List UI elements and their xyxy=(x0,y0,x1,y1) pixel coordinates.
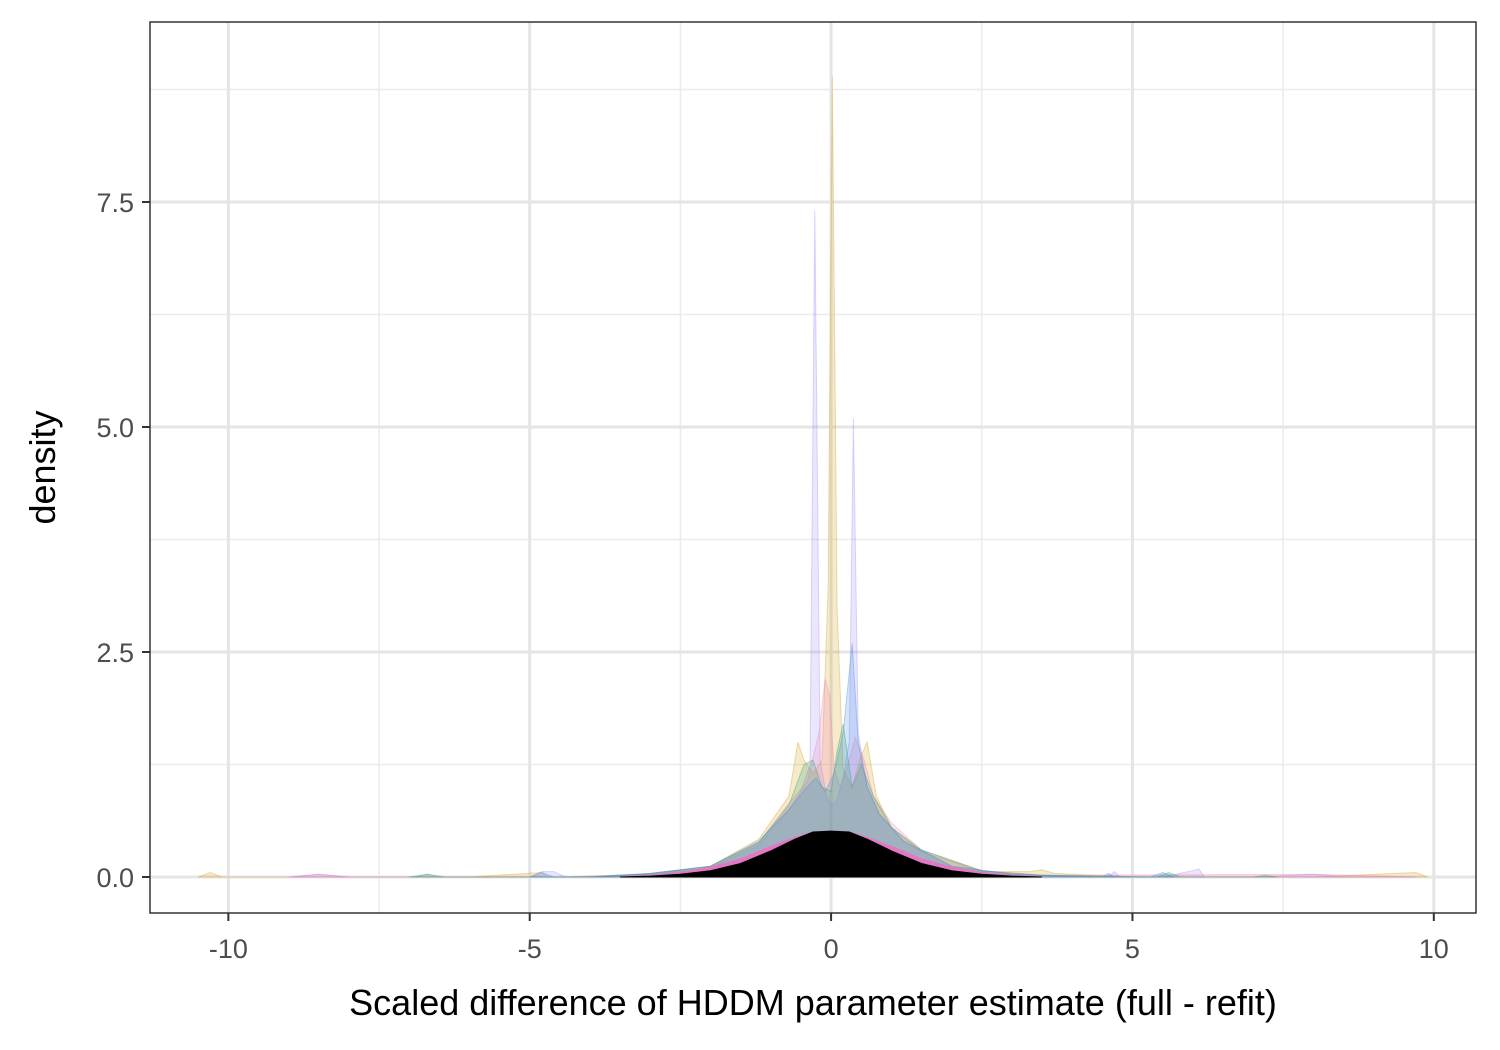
density-series-5 xyxy=(529,642,1175,878)
panel-border xyxy=(149,21,1477,914)
x-tick-label: 10 xyxy=(1419,934,1449,964)
series-layer xyxy=(198,75,1428,878)
density-series-7 xyxy=(620,830,1043,878)
x-tick-label: -5 xyxy=(518,934,542,964)
density-series-4 xyxy=(409,723,1278,878)
x-axis-title: Scaled difference of HDDM parameter esti… xyxy=(349,982,1277,1023)
density-series-2 xyxy=(288,210,1416,878)
density-series-3 xyxy=(288,678,1416,878)
x-tick-label: 0 xyxy=(824,934,839,964)
x-tick-label: -10 xyxy=(209,934,248,964)
y-tick-label: 5.0 xyxy=(96,413,134,443)
y-tick-label: 0.0 xyxy=(96,863,134,893)
axis-layer: -10 -5 0 5 10 0.0 2.5 5.0 7.5 xyxy=(96,188,1448,964)
x-tick-label: 5 xyxy=(1125,934,1140,964)
y-tick-label: 7.5 xyxy=(96,188,134,218)
y-tick-label: 2.5 xyxy=(96,638,134,668)
density-series-1 xyxy=(198,75,1428,878)
y-axis-title: density xyxy=(22,410,63,524)
